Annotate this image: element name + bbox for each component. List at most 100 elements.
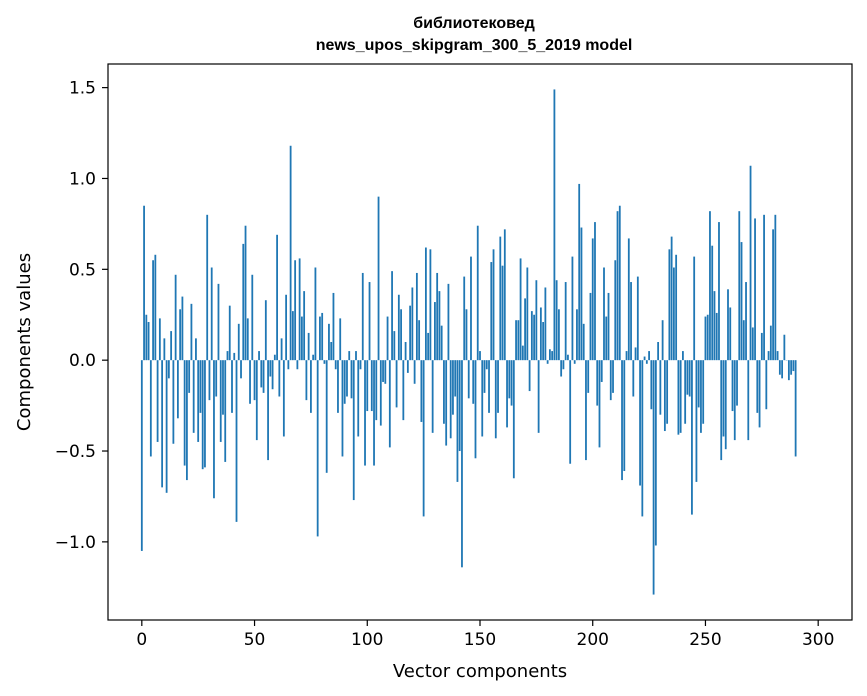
bar [346,360,348,397]
bar [217,283,220,361]
bar [348,351,351,361]
bar [627,238,630,361]
bar [715,312,718,361]
bar [621,360,623,481]
bar [630,282,632,361]
bar [424,247,427,361]
x-tick-label: 50 [244,630,266,650]
bar [366,360,369,412]
bar [569,360,572,464]
bar [334,360,337,370]
bar [411,287,414,361]
bar [140,360,143,551]
bar [429,249,432,361]
bar [395,360,398,408]
bar [181,296,184,361]
bar [585,360,587,461]
bar [404,342,407,361]
bar [645,360,648,364]
bar [474,360,477,459]
bar [386,316,389,361]
bar [201,360,204,470]
bar [262,360,265,393]
bar [456,360,459,482]
bar [519,258,522,361]
bar [706,314,709,361]
bar [720,360,723,461]
bar [323,360,326,364]
bar [341,360,344,457]
bar [767,351,770,361]
bar [686,360,689,395]
bar [204,360,206,468]
bar [377,196,380,361]
bar [485,360,488,370]
bar [524,298,526,361]
bar [618,205,621,361]
bar [609,360,612,401]
x-tick-label: 250 [689,630,721,650]
y-axis-ticks: −1.0 −0.5 0.0 0.5 1.0 1.5 [55,79,108,553]
bar [231,360,233,413]
bar [213,360,215,499]
bar [422,360,425,517]
bar [287,360,290,370]
bar [233,352,236,361]
bar [208,360,211,401]
bar [282,360,285,437]
bar [546,360,549,364]
bar [747,360,750,441]
bar [300,316,303,361]
bar [246,318,249,361]
bar [792,360,795,372]
bar [512,360,515,479]
bar [776,351,779,361]
bar [379,360,382,426]
bar [564,282,567,361]
bar [267,360,269,461]
bar [517,320,520,361]
bar [709,211,711,361]
bar [479,351,481,361]
bar [170,331,173,361]
bar [492,249,495,361]
bar [751,327,754,361]
bar [636,276,639,361]
bar [364,360,366,466]
bar [206,214,209,361]
bar [506,360,508,428]
bar [542,322,545,361]
bar [391,271,393,361]
x-tick-label: 100 [351,630,383,650]
bar [612,360,614,393]
bar [693,256,696,361]
bar [368,282,371,361]
bar [555,280,558,361]
bar [682,351,684,361]
bar [560,360,563,377]
bar [695,360,698,482]
bar [733,360,736,441]
bar [174,274,177,361]
x-tick-label: 200 [577,630,609,650]
bar [765,360,768,410]
bar [458,360,461,452]
bar [454,360,457,397]
bar [190,303,193,361]
bar [758,360,761,428]
bar [607,292,610,361]
bar [186,360,188,481]
bar [188,360,191,393]
bar [192,360,195,433]
chart-title-line-1: библиотековед [413,15,535,32]
bar [440,325,443,361]
bar [515,320,517,361]
bar [668,249,671,361]
bar [587,360,590,393]
bar [393,331,396,361]
bar [249,360,251,404]
y-tick-label: 1.5 [69,79,96,99]
bar [594,222,596,361]
bar [544,287,547,361]
bar [434,302,436,361]
